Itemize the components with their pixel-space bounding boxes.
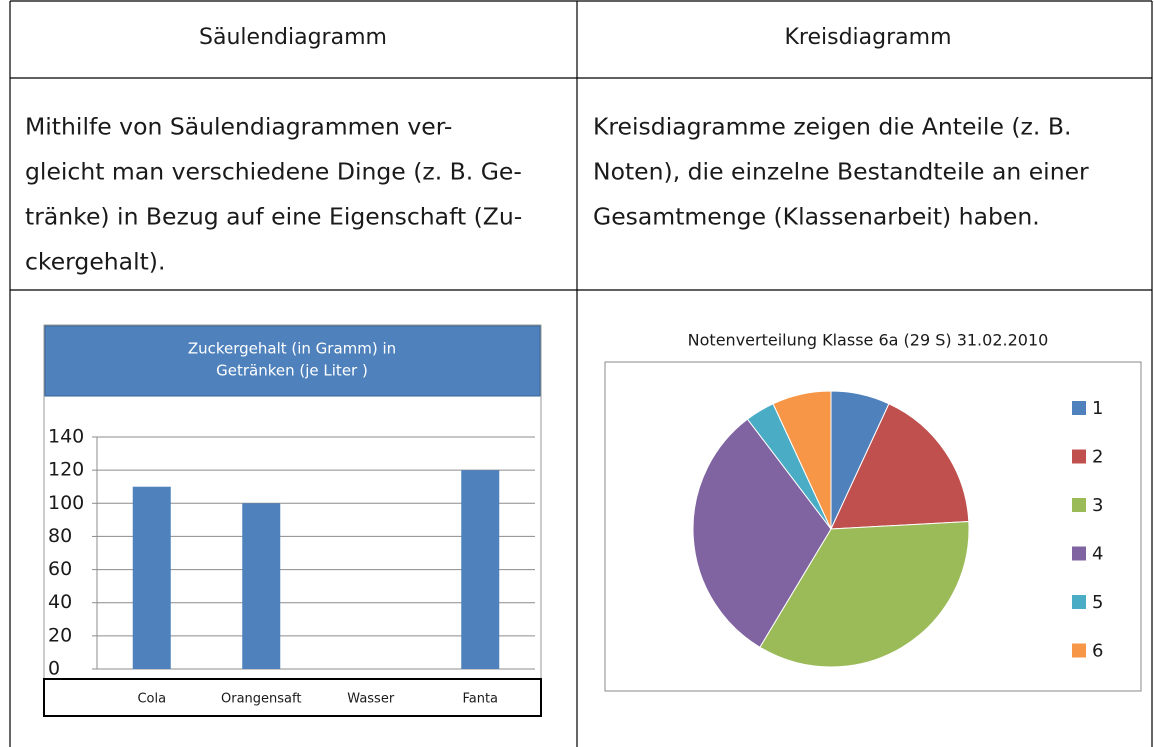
legend-swatch <box>1072 595 1086 609</box>
pie-slice <box>692 418 832 648</box>
x-tick-label: Orangensaft <box>221 692 301 707</box>
legend-swatch <box>1072 401 1086 415</box>
bar <box>461 470 500 669</box>
category-band <box>43 678 542 717</box>
legend-label: 6 <box>1092 641 1103 662</box>
pie-slice <box>830 403 970 530</box>
description-line: gleicht man verschiedene Dinge (z. B. Ge… <box>25 158 522 186</box>
y-tick-label: 80 <box>48 525 72 547</box>
description-line: ckergehalt). <box>25 248 165 276</box>
legend-label: 1 <box>1092 398 1103 419</box>
legend-label: 2 <box>1092 447 1103 468</box>
pie-slice <box>772 390 832 530</box>
pie-slice <box>759 521 970 668</box>
y-tick-label: 140 <box>48 426 84 448</box>
chart-title: Zuckergehalt (in Gramm) in <box>188 340 396 358</box>
y-tick-label: 120 <box>48 459 84 481</box>
y-tick-label: 60 <box>48 558 72 580</box>
y-tick-label: 20 <box>48 624 72 646</box>
bar <box>242 503 281 669</box>
table-borders <box>9 0 1153 747</box>
chart-title: Notenverteilung Klasse 6a (29 S) 31.02.2… <box>688 331 1049 350</box>
description-line: tränke) in Bezug auf eine Eigenschaft (Z… <box>25 203 522 231</box>
legend-swatch <box>1072 546 1086 561</box>
description-line: Mithilfe von Säulendiagrammen ver- <box>25 113 452 141</box>
x-tick-label: Cola <box>137 692 166 707</box>
legend-swatch <box>1072 643 1086 658</box>
y-tick-label: 0 <box>48 658 60 680</box>
bar-title-band <box>44 325 541 397</box>
description-line: Noten), die einzelne Bestandteile an ein… <box>593 158 1089 186</box>
legend-label: 4 <box>1092 544 1103 565</box>
legend-label: 3 <box>1092 495 1103 516</box>
y-tick-label: 100 <box>48 492 84 514</box>
header-cell: Kreisdiagramm <box>784 25 951 50</box>
y-tick-label: 40 <box>48 591 72 613</box>
legend-swatch <box>1072 449 1086 464</box>
x-tick-label: Wasser <box>347 692 395 707</box>
header-cell: Säulendiagramm <box>199 25 387 50</box>
legend-label: 5 <box>1092 592 1103 613</box>
x-tick-label: Fanta <box>462 692 498 707</box>
legend-swatch <box>1072 498 1086 512</box>
description-line: Gesamtmenge (Klassenarbeit) haben. <box>593 203 1040 231</box>
chart-title: Getränken (je Liter ) <box>216 362 368 380</box>
bar <box>132 486 171 669</box>
description-line: Kreisdiagramme zeigen die Anteile (z. B. <box>593 113 1071 141</box>
